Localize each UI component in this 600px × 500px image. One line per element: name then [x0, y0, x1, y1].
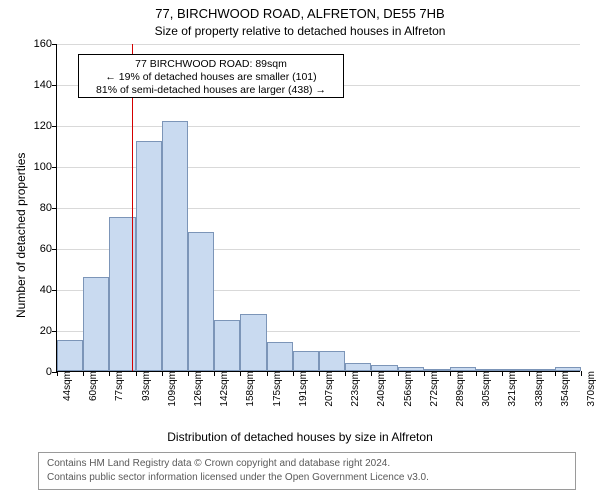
histogram-bar	[345, 363, 371, 371]
gridline	[57, 44, 580, 45]
ytick-label: 40	[40, 284, 57, 296]
histogram-bar	[188, 232, 214, 371]
ytick-label: 20	[40, 325, 57, 337]
ytick-label: 60	[40, 243, 57, 255]
histogram-bar	[162, 121, 188, 371]
annotation-line: 81% of semi-detached houses are larger (…	[85, 84, 337, 97]
histogram-bar	[57, 340, 83, 371]
histogram-bar	[214, 320, 240, 371]
histogram-bar	[398, 367, 424, 371]
ytick-label: 160	[34, 38, 57, 50]
xtick-label: 207sqm	[319, 371, 335, 407]
xtick-label: 223sqm	[345, 371, 361, 407]
xtick-label: 354sqm	[555, 371, 571, 407]
histogram-bar	[136, 141, 162, 371]
attribution-line: Contains public sector information licen…	[47, 471, 567, 485]
annotation-box: 77 BIRCHWOOD ROAD: 89sqm← 19% of detache…	[78, 54, 344, 98]
histogram-bar	[555, 367, 581, 371]
xtick-label: 289sqm	[450, 371, 466, 407]
annotation-line: 77 BIRCHWOOD ROAD: 89sqm	[85, 58, 337, 71]
ytick-label: 0	[46, 366, 57, 378]
xtick-label: 158sqm	[240, 371, 256, 407]
histogram-bar	[529, 369, 555, 371]
attribution-line: Contains HM Land Registry data © Crown c…	[47, 457, 567, 471]
histogram-bar	[476, 369, 502, 371]
xtick-label: 93sqm	[136, 371, 152, 401]
histogram-bar	[267, 342, 293, 371]
xtick-label: 77sqm	[109, 371, 125, 401]
xtick-label: 370sqm	[581, 371, 597, 407]
xtick-label: 44sqm	[57, 371, 73, 401]
y-axis-label: Number of detached properties	[14, 153, 28, 318]
ytick-label: 80	[40, 202, 57, 214]
xtick-label: 60sqm	[83, 371, 99, 401]
attribution-box: Contains HM Land Registry data © Crown c…	[38, 452, 576, 490]
ytick-label: 120	[34, 120, 57, 132]
ytick-label: 100	[34, 161, 57, 173]
xtick-label: 338sqm	[529, 371, 545, 407]
annotation-line: ← 19% of detached houses are smaller (10…	[85, 71, 337, 84]
xtick-label: 256sqm	[398, 371, 414, 407]
xtick-label: 272sqm	[424, 371, 440, 407]
xtick-label: 191sqm	[293, 371, 309, 407]
histogram-bar	[293, 351, 319, 372]
xtick-label: 240sqm	[371, 371, 387, 407]
histogram-bar	[424, 369, 450, 371]
histogram-bar	[83, 277, 109, 371]
histogram-bar	[371, 365, 397, 371]
xtick-label: 126sqm	[188, 371, 204, 407]
xtick-label: 321sqm	[502, 371, 518, 407]
histogram-bar	[319, 351, 345, 372]
xtick-label: 305sqm	[476, 371, 492, 407]
xtick-label: 109sqm	[162, 371, 178, 407]
xtick-label: 175sqm	[267, 371, 283, 407]
x-axis-label: Distribution of detached houses by size …	[0, 430, 600, 444]
gridline	[57, 126, 580, 127]
histogram-bar	[502, 369, 528, 371]
xtick-label: 142sqm	[214, 371, 230, 407]
chart-title-main: 77, BIRCHWOOD ROAD, ALFRETON, DE55 7HB	[0, 6, 600, 21]
ytick-label: 140	[34, 79, 57, 91]
page-root: 77, BIRCHWOOD ROAD, ALFRETON, DE55 7HB S…	[0, 0, 600, 500]
histogram-bar	[450, 367, 476, 371]
histogram-bar	[240, 314, 266, 371]
chart-title-sub: Size of property relative to detached ho…	[0, 24, 600, 38]
